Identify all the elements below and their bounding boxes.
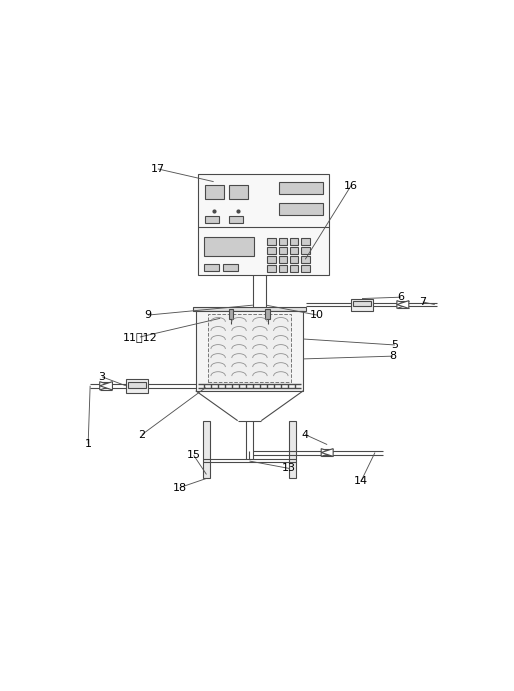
Bar xyxy=(205,185,224,199)
Bar xyxy=(279,265,287,272)
Polygon shape xyxy=(397,301,409,308)
Text: 5: 5 xyxy=(391,340,398,350)
Text: 6: 6 xyxy=(397,292,405,302)
Bar xyxy=(279,182,323,193)
Bar xyxy=(301,256,309,263)
Bar xyxy=(353,301,371,306)
Text: 3: 3 xyxy=(99,372,105,382)
Bar xyxy=(301,265,309,272)
Text: 17: 17 xyxy=(151,164,165,174)
Bar xyxy=(351,299,373,310)
Bar xyxy=(267,256,276,263)
Bar xyxy=(229,185,248,199)
Bar xyxy=(128,381,146,388)
Bar xyxy=(267,265,276,272)
Bar xyxy=(267,238,276,245)
Bar xyxy=(198,173,329,275)
Text: 16: 16 xyxy=(344,180,358,191)
Text: 14: 14 xyxy=(354,476,368,486)
Text: 7: 7 xyxy=(419,297,426,307)
Text: 11、12: 11、12 xyxy=(122,332,157,342)
Polygon shape xyxy=(321,448,333,457)
Bar xyxy=(205,216,219,223)
Bar xyxy=(203,421,210,478)
Bar xyxy=(223,264,238,272)
Bar xyxy=(204,264,219,272)
Polygon shape xyxy=(100,381,113,390)
Bar xyxy=(279,256,287,263)
Bar xyxy=(301,247,309,254)
Bar xyxy=(267,247,276,254)
Bar xyxy=(196,311,303,391)
Text: 15: 15 xyxy=(187,451,200,460)
Bar xyxy=(290,247,299,254)
Bar xyxy=(279,238,287,245)
Text: 10: 10 xyxy=(310,310,324,320)
Bar xyxy=(208,314,291,382)
Bar xyxy=(266,309,270,319)
Polygon shape xyxy=(321,448,333,457)
Bar xyxy=(193,307,306,311)
Text: 2: 2 xyxy=(138,430,145,439)
Text: 13: 13 xyxy=(282,464,296,473)
Bar xyxy=(290,238,299,245)
Bar xyxy=(279,247,287,254)
Text: 9: 9 xyxy=(144,310,152,320)
Bar xyxy=(301,238,309,245)
Bar xyxy=(289,421,296,478)
Bar xyxy=(290,265,299,272)
Bar xyxy=(204,237,253,256)
Bar xyxy=(229,309,233,319)
Bar xyxy=(126,379,148,392)
Bar xyxy=(229,216,243,223)
Text: 18: 18 xyxy=(173,482,187,493)
Text: 1: 1 xyxy=(85,439,91,448)
Text: 4: 4 xyxy=(302,430,309,439)
Polygon shape xyxy=(100,381,113,390)
Polygon shape xyxy=(397,301,409,308)
Bar xyxy=(279,203,323,215)
Text: 8: 8 xyxy=(389,351,396,361)
Bar xyxy=(290,256,299,263)
